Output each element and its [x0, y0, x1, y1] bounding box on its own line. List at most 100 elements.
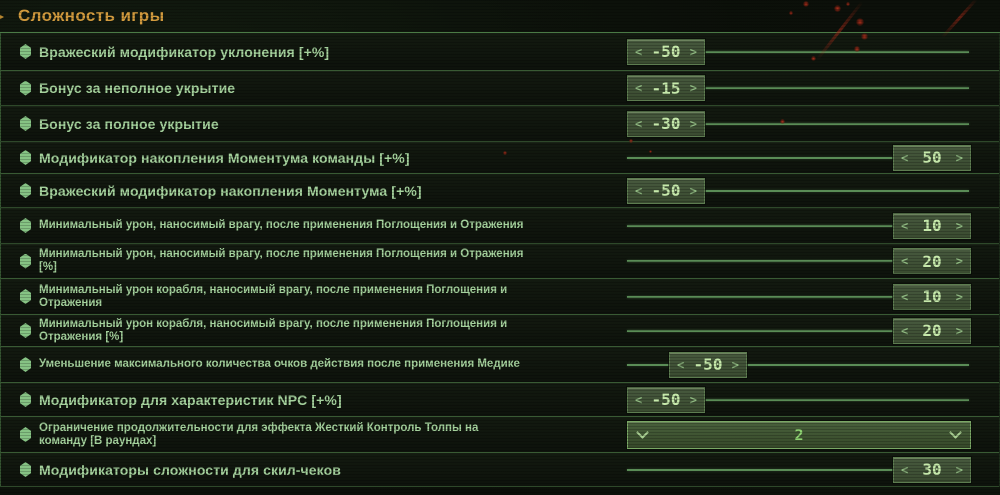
setting-control: < 30 > [627, 453, 971, 486]
chevron-left-icon[interactable]: < [901, 323, 909, 338]
chevron-left-icon[interactable]: < [635, 392, 643, 407]
chevron-right-icon[interactable]: > [955, 254, 963, 268]
section-title: Сложность игры [18, 6, 165, 25]
value-dropdown[interactable]: 2 [627, 420, 971, 449]
chevron-right-icon[interactable]: > [689, 116, 697, 131]
setting-control: < 20 > [627, 315, 971, 346]
chevron-right-icon[interactable]: > [689, 44, 697, 59]
hexagon-icon [20, 253, 31, 269]
slider-value-box[interactable]: < -15 > [627, 75, 705, 101]
slider-track[interactable] [627, 260, 969, 262]
setting-label: Модификаторы сложности для скил-чеков [39, 462, 341, 478]
chevron-left-icon[interactable]: < [901, 218, 909, 233]
slider-value-box[interactable]: < -50 > [627, 386, 705, 413]
setting-label: Минимальный урон корабля, наносимый враг… [39, 318, 507, 344]
slider-value: 30 [922, 460, 942, 479]
setting-control: < 10 > [627, 208, 971, 243]
chevron-right-icon[interactable]: > [689, 392, 697, 407]
setting-row: Вражеский модификатор уклонения [+%] < -… [1, 33, 999, 71]
setting-control: < -15 > [627, 71, 971, 105]
chevron-left-icon[interactable]: < [635, 183, 643, 198]
setting-label: Бонус за неполное укрытие [39, 80, 235, 96]
slider-value-box[interactable]: < -50 > [627, 38, 705, 65]
setting-row: Бонус за полное укрытие < -30 > [1, 106, 999, 142]
slider-value: -15 [651, 78, 681, 98]
slider-value-box[interactable]: < -50 > [669, 351, 747, 378]
setting-label-line: Ограничение продолжительности для эффект… [39, 421, 479, 434]
setting-label-line: Вражеский модификатор накопления Моменту… [39, 182, 422, 199]
setting-row: Модификатор накопления Моментума команды… [1, 142, 999, 174]
hexagon-icon [20, 44, 31, 59]
slider-track[interactable] [627, 398, 969, 401]
slider-track[interactable] [627, 122, 969, 125]
hexagon-icon [20, 323, 31, 338]
setting-row: Бонус за неполное укрытие < -15 > [1, 71, 999, 106]
setting-label: Вражеский модификатор накопления Моменту… [39, 183, 422, 199]
slider-track[interactable] [627, 189, 969, 192]
setting-label-line: Модификаторы сложности для скил-чеков [39, 461, 341, 478]
slider-track[interactable] [627, 50, 969, 53]
slider-value-box[interactable]: < 10 > [893, 212, 971, 239]
setting-label-line: команду [В раундах] [39, 434, 157, 447]
chevron-left-icon[interactable]: < [635, 81, 643, 95]
setting-label-line: Модификатор для характеристик NPC [+%] [39, 391, 342, 408]
setting-label-line: Бонус за неполное укрытие [39, 80, 236, 96]
setting-label: Минимальный урон, наносимый врагу, после… [39, 219, 523, 232]
slider-value-box[interactable]: < 50 > [893, 144, 971, 171]
chevron-left-icon[interactable]: < [677, 357, 685, 372]
section-header[interactable]: Сложность игры [0, 0, 1000, 33]
slider-value-box[interactable]: < 20 > [893, 317, 971, 344]
slider-value: 20 [922, 321, 942, 340]
setting-label-line: Минимальный урон корабля, наносимый враг… [39, 283, 508, 296]
slider-track[interactable] [627, 87, 969, 89]
setting-label-line: Модификатор накопления Моментума команды… [39, 149, 410, 166]
setting-control: < -50 > [627, 383, 971, 416]
setting-label: Минимальный урон корабля, наносимый враг… [39, 284, 507, 310]
slider-value-box[interactable]: < 30 > [893, 456, 971, 483]
chevron-right-icon[interactable]: > [955, 218, 963, 233]
slider-value-box[interactable]: < 20 > [893, 248, 971, 274]
slider-track[interactable] [627, 156, 969, 159]
setting-control: < -50 > [627, 174, 971, 207]
slider-value: 20 [922, 251, 942, 271]
hexagon-icon [20, 289, 31, 304]
chevron-left-icon[interactable]: < [901, 254, 909, 268]
slider-track[interactable] [627, 468, 969, 471]
slider-value: -30 [651, 114, 681, 133]
hexagon-icon [20, 150, 31, 165]
slider-track[interactable] [627, 295, 969, 298]
setting-row: Ограничение продолжительности для эффект… [1, 417, 999, 453]
setting-label-line: Отражения [39, 296, 103, 309]
chevron-right-icon[interactable]: > [689, 183, 697, 198]
setting-row: Минимальный урон корабля, наносимый враг… [1, 279, 999, 315]
slider-value-box[interactable]: < -50 > [627, 177, 705, 204]
setting-label-line: Минимальный урон, наносимый врагу, после… [39, 248, 524, 260]
setting-row: Минимальный урон, наносимый врагу, после… [1, 244, 999, 279]
chevron-down-icon[interactable] [949, 426, 962, 439]
chevron-left-icon[interactable]: < [635, 116, 643, 131]
chevron-left-icon[interactable]: < [901, 462, 909, 477]
hexagon-icon [20, 357, 31, 372]
setting-label: Модификатор накопления Моментума команды… [39, 150, 410, 166]
setting-row: Модификатор для характеристик NPC [+%] <… [1, 383, 999, 417]
setting-control: < -50 > [627, 347, 971, 382]
chevron-right-icon[interactable]: > [955, 150, 963, 165]
dropdown-value: 2 [794, 425, 804, 444]
chevron-left-icon[interactable]: < [901, 150, 909, 165]
slider-track[interactable] [627, 363, 969, 366]
chevron-right-icon[interactable]: > [955, 323, 963, 338]
chevron-right-icon[interactable]: > [955, 462, 963, 477]
hexagon-icon [20, 183, 31, 198]
slider-value-box[interactable]: < -30 > [627, 110, 705, 137]
slider-value-box[interactable]: < 10 > [893, 283, 971, 310]
hexagon-icon [20, 392, 31, 407]
chevron-right-icon[interactable]: > [955, 289, 963, 304]
chevron-right-icon[interactable]: > [689, 81, 697, 95]
chevron-right-icon[interactable]: > [731, 357, 739, 372]
slider-track[interactable] [627, 329, 969, 332]
slider-track[interactable] [627, 224, 969, 227]
setting-control: 2 [627, 417, 971, 452]
chevron-left-icon[interactable]: < [635, 44, 643, 59]
chevron-left-icon[interactable]: < [901, 289, 909, 304]
